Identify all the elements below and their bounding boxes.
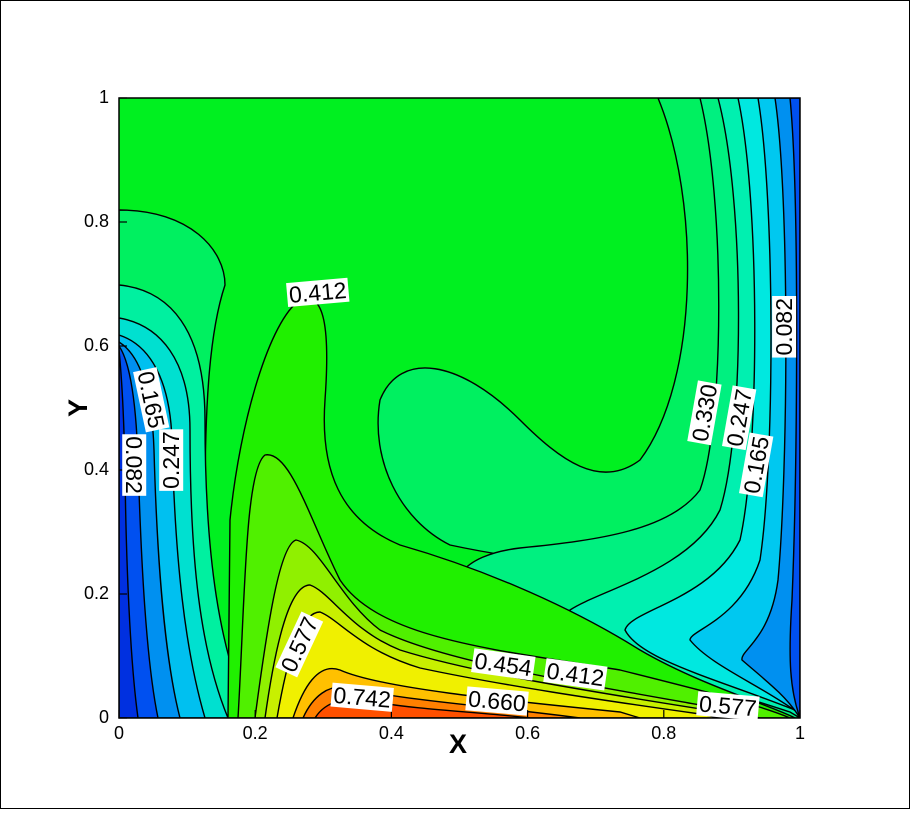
contour-label-bg bbox=[722, 385, 757, 451]
contour-label-bg bbox=[159, 429, 184, 491]
contour-label-bg bbox=[275, 611, 324, 678]
x-axis-title: X bbox=[449, 729, 467, 759]
contour-label-text: 0.412 bbox=[288, 277, 348, 308]
contour-label-text: 0.742 bbox=[332, 682, 392, 713]
x-tick-label: 0 bbox=[114, 723, 124, 743]
contour-label-bg bbox=[133, 367, 170, 433]
y-tick-label: 1 bbox=[99, 87, 109, 107]
contour-label-text: 0.660 bbox=[467, 686, 527, 717]
x-tick-label: 0.4 bbox=[379, 723, 404, 743]
contour-label-bg bbox=[687, 380, 722, 446]
contour-label-bg bbox=[696, 691, 760, 721]
y-tick-label: 0.6 bbox=[84, 335, 109, 355]
y-axis-title: Y bbox=[63, 399, 93, 417]
contour-label-bg bbox=[465, 686, 529, 716]
y-tick-label: 0 bbox=[99, 707, 109, 727]
contour-fill bbox=[119, 98, 800, 718]
contour-label-bg bbox=[471, 648, 536, 681]
contour-label-text: 0.577 bbox=[698, 690, 758, 721]
contour-label-bg bbox=[330, 682, 394, 712]
contour-label: 0.742 bbox=[330, 682, 394, 713]
x-tick-label: 0.8 bbox=[651, 723, 676, 743]
x-tick-label: 0.6 bbox=[515, 723, 540, 743]
contour-label: 0.082 bbox=[121, 434, 147, 496]
contour-label-bg bbox=[543, 658, 608, 691]
contour-label-text: 0.082 bbox=[771, 298, 797, 356]
y-tick-label: 0.4 bbox=[84, 459, 109, 479]
contour-label-bg bbox=[772, 295, 797, 358]
y-tick-label: 0.8 bbox=[84, 211, 109, 231]
plot-border bbox=[118, 97, 801, 719]
contour-label: 0.577 bbox=[696, 690, 760, 721]
contour-label: 0.660 bbox=[465, 686, 529, 717]
contour-label: 0.247 bbox=[158, 429, 184, 491]
x-tick-label: 0.2 bbox=[243, 723, 268, 743]
contour-label: 0.412 bbox=[286, 277, 350, 308]
contour-label-bg bbox=[739, 432, 774, 498]
y-tick-label: 0.2 bbox=[84, 583, 109, 603]
x-tick-label: 1 bbox=[795, 723, 805, 743]
contour-label-text: 0.082 bbox=[121, 436, 147, 494]
contour-label: 0.082 bbox=[771, 295, 797, 358]
contour-label-bg bbox=[286, 277, 350, 308]
contour-label-bg bbox=[122, 434, 147, 496]
contour-label-text: 0.247 bbox=[158, 431, 184, 489]
